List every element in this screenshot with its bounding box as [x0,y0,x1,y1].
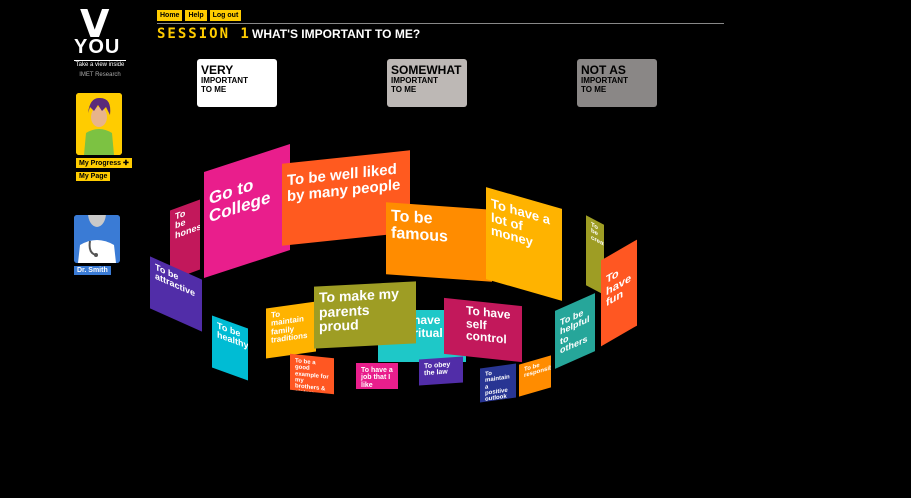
category-sublabel: TO ME [581,85,607,94]
card-responsible[interactable]: To be responsible [519,355,551,397]
card-helpful[interactable]: To be helpful to others [555,293,595,369]
card-traditions[interactable]: To maintain family traditions [266,301,316,359]
top-nav: Home Help Log out [157,10,242,21]
card-parents-proud[interactable]: To make my parents proud [314,281,416,349]
header-divider [157,23,724,24]
logo-name: YOU [74,36,121,58]
card-good-example[interactable]: To be a good example for my brothers & s… [290,353,334,395]
card-healthy[interactable]: To be healthy [212,315,248,381]
category-very-important[interactable]: VERY IMPORTANT TO ME [197,59,277,107]
category-sublabel: IMPORTANT [391,76,438,85]
category-sublabel: TO ME [391,85,417,94]
logo-mark: V [80,2,110,46]
card-job[interactable]: To have a job that I like [356,363,398,389]
my-progress-label: My Progress [79,160,122,167]
category-label: NOT AS [581,63,626,77]
category-sublabel: IMPORTANT [201,76,248,85]
card-money[interactable]: To have a lot of money [486,187,562,301]
category-not-as-important[interactable]: NOT AS IMPORTANT TO ME [577,59,657,107]
logo-tagline: Take a view inside [74,60,126,68]
logo-subtitle: IMET Research [79,72,121,78]
card-positive-outlook[interactable]: To maintain a positive outlook [480,363,516,403]
card-self-control[interactable]: To have self control [444,297,522,363]
card-college[interactable]: Go to College [204,144,290,278]
card-famous[interactable]: To be famous [386,202,492,282]
help-button[interactable]: Help [185,10,207,21]
category-label: SOMEWHAT [391,63,462,77]
user-avatar-icon [76,93,122,155]
category-somewhat-important[interactable]: SOMEWHAT IMPORTANT TO ME [387,59,467,107]
plus-icon: ✚ [122,160,129,167]
card-obey-law[interactable]: To obey the law [419,356,463,386]
category-sublabel: IMPORTANT [581,76,628,85]
category-sublabel: TO ME [201,85,227,94]
home-button[interactable]: Home [157,10,183,21]
page-title: WHAT'S IMPORTANT TO ME? [252,27,421,41]
doctor-label[interactable]: Dr. Smith [74,266,111,275]
category-label: VERY [201,63,234,77]
doctor-avatar[interactable] [74,215,120,263]
user-avatar[interactable] [76,93,122,155]
doctor-avatar-icon [74,215,120,263]
card-fun[interactable]: To have fun [601,239,637,347]
logout-button[interactable]: Log out [209,10,242,21]
my-page-button[interactable]: My Page [76,172,111,181]
my-progress-button[interactable]: My Progress ✚ [76,158,132,168]
session-title: SESSION 1 [157,26,251,42]
